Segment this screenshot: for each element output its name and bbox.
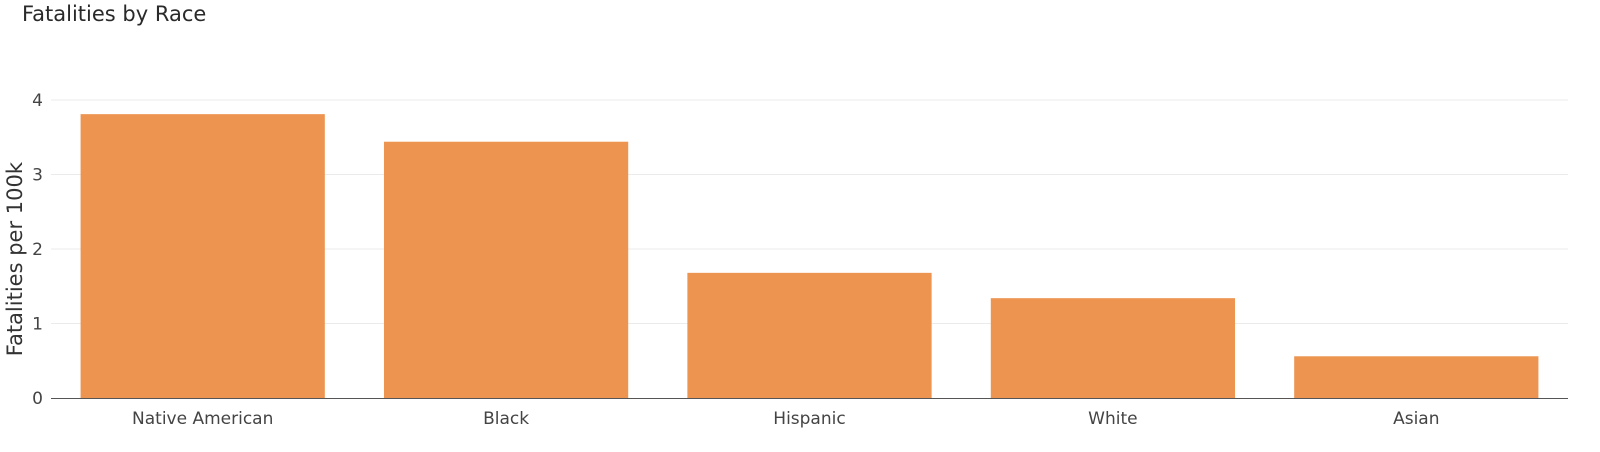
x-tick-label-4: Asian xyxy=(1393,409,1439,429)
y-tick-label-4: 4 xyxy=(32,91,43,111)
y-tick-label-0: 0 xyxy=(32,389,43,409)
bars xyxy=(80,114,1539,398)
x-tick-label-3: White xyxy=(1088,409,1137,429)
y-tick-label-2: 2 xyxy=(32,240,43,260)
bar-4 xyxy=(1294,356,1539,398)
x-tick-label-0: Native American xyxy=(132,409,273,429)
bar-2 xyxy=(687,272,932,398)
x-tick-label-2: Hispanic xyxy=(773,409,845,429)
y-tick-label-3: 3 xyxy=(32,166,43,186)
bar-1 xyxy=(383,141,629,398)
x-tick-label-1: Black xyxy=(483,409,529,429)
bar-3 xyxy=(990,298,1236,398)
x-axis-ticks: Native American Black Hispanic White Asian xyxy=(132,409,1439,429)
bar-0 xyxy=(80,114,325,398)
chart-title: Fatalities by Race xyxy=(22,2,207,26)
y-tick-label-1: 1 xyxy=(32,315,43,335)
y-axis-title: Fatalities per 100k xyxy=(3,161,27,356)
y-axis-ticks: 0 1 2 3 4 xyxy=(32,91,43,409)
